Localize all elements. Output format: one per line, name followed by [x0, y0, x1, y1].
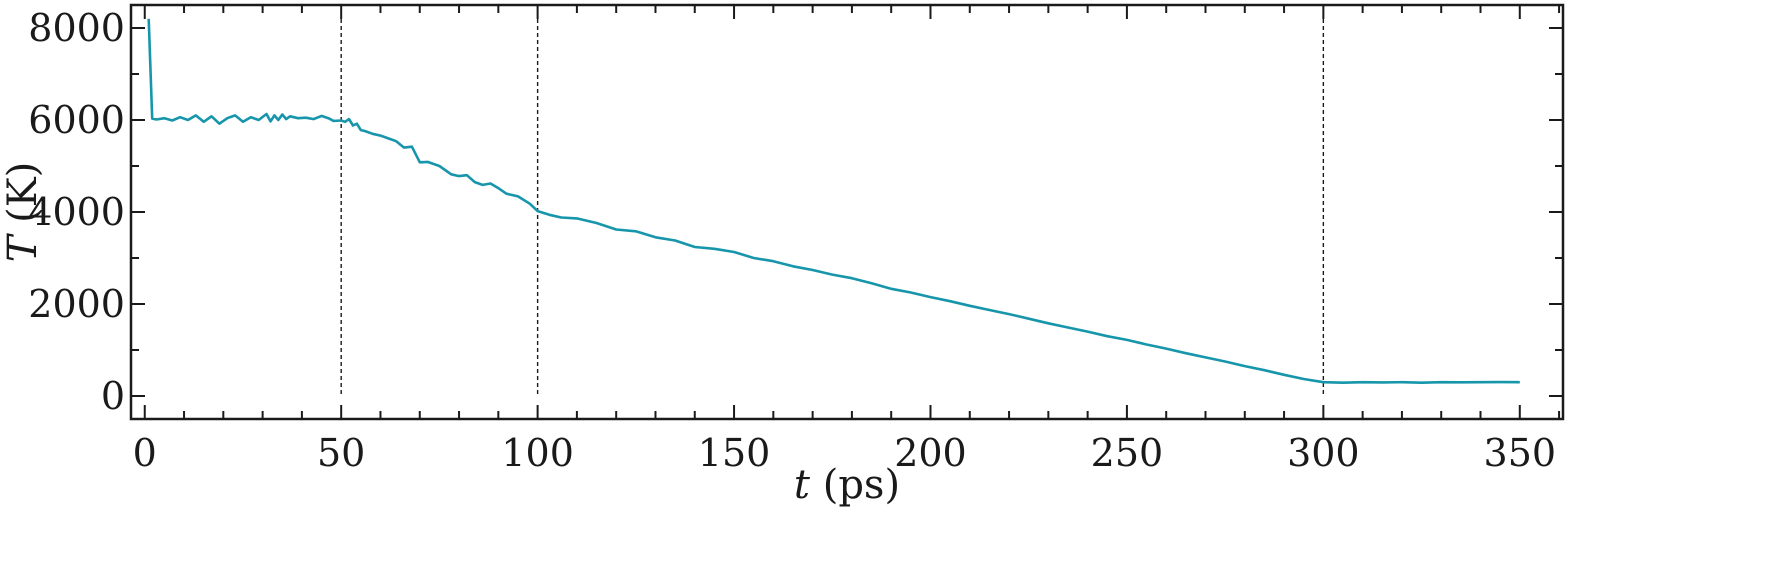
plot-frame — [129, 3, 1565, 421]
x-tick-label-350: 350 — [1484, 431, 1557, 475]
x-axis-unit-spacer — [810, 462, 823, 508]
x-tick-label-50: 50 — [317, 431, 365, 475]
y-axis-label: T (K) — [0, 162, 46, 263]
x-tick-label-300: 300 — [1287, 431, 1360, 475]
x-tick-label-0: 0 — [133, 431, 157, 475]
y-axis-symbol: T — [0, 232, 46, 262]
series-layer — [147, 18, 1520, 384]
tick-labels: 0 50 100 150 200 250 300 350 0 2000 4000 6000 8000 — [28, 6, 1556, 475]
y-tick-label-2000: 2000 — [28, 282, 125, 326]
temperature-series-line — [147, 18, 1520, 384]
y-tick-label-6000: 6000 — [28, 98, 125, 142]
x-tick-label-200: 200 — [894, 431, 967, 475]
x-tick-label-250: 250 — [1091, 431, 1164, 475]
x-tick-label-150: 150 — [698, 431, 771, 475]
vertical-reference-lines — [340, 5, 1325, 395]
x-axis-unit: (ps) — [823, 462, 900, 508]
y-tick-label-4000: 4000 — [28, 190, 125, 234]
y-tick-label-8000: 8000 — [28, 6, 125, 50]
y-axis-unit-spacer — [0, 223, 46, 236]
x-tick-label-100: 100 — [501, 431, 574, 475]
axis-ticks — [131, 5, 1563, 419]
y-tick-label-0: 0 — [101, 374, 125, 418]
x-axis-label: t (ps) — [794, 462, 900, 508]
y-axis-unit: (K) — [0, 162, 46, 223]
x-axis-symbol: t — [794, 462, 811, 508]
